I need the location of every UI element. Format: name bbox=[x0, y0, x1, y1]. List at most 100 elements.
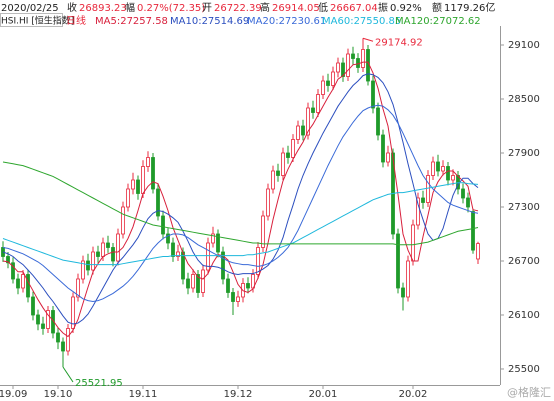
candle-body bbox=[301, 125, 305, 136]
legend-entry: MA120:27072.62 bbox=[395, 16, 481, 27]
header-item: 振 0.92% bbox=[378, 1, 422, 14]
watermark: @格隆汇 bbox=[507, 385, 551, 399]
candle-body bbox=[416, 197, 420, 226]
candle-body bbox=[161, 215, 165, 235]
header-value: 26667.04 bbox=[330, 3, 378, 14]
header-label: 高 bbox=[260, 1, 270, 14]
candle-body bbox=[6, 256, 10, 264]
header-item: 额 1179.26亿 bbox=[432, 1, 495, 14]
candle-body bbox=[441, 166, 445, 172]
candle-body bbox=[431, 161, 435, 176]
max-pointer bbox=[362, 37, 374, 42]
header-item: 收 26893.23 bbox=[67, 1, 127, 14]
candle-body bbox=[176, 251, 180, 257]
candle-body bbox=[76, 278, 80, 298]
candle-body bbox=[186, 278, 190, 289]
candle-body bbox=[396, 233, 400, 289]
candle-body bbox=[276, 170, 280, 176]
header-value: 0.92% bbox=[390, 3, 422, 14]
candle-body bbox=[151, 157, 155, 190]
candle-body bbox=[86, 260, 90, 271]
candle-body bbox=[46, 310, 50, 329]
candle-body bbox=[136, 179, 140, 194]
candle-body bbox=[351, 53, 355, 59]
x-tick-label: 19.12 bbox=[224, 389, 253, 400]
candle-body bbox=[231, 292, 235, 302]
ma-line bbox=[2, 104, 479, 302]
candle-body bbox=[166, 233, 170, 244]
header-value: 26893.23 bbox=[79, 3, 127, 14]
candle-body bbox=[336, 62, 340, 73]
min-pointer bbox=[62, 366, 74, 383]
candle-body bbox=[106, 242, 110, 248]
candle-body bbox=[116, 233, 120, 262]
header-label: 额 bbox=[432, 1, 442, 14]
candle-body bbox=[296, 125, 300, 140]
max-label: 29174.92 bbox=[375, 37, 423, 48]
candle-body bbox=[466, 197, 470, 208]
candle-body bbox=[326, 80, 330, 86]
candle-body bbox=[461, 188, 465, 199]
header-item: 2020/02/25 bbox=[1, 3, 59, 14]
candle-body bbox=[406, 260, 410, 298]
candle-body bbox=[411, 224, 415, 262]
candle-body bbox=[71, 296, 75, 329]
candle-body bbox=[26, 274, 30, 298]
symbol: HSI.HI [恒生指数] bbox=[1, 15, 74, 27]
candle-body bbox=[221, 251, 225, 280]
candle-body bbox=[266, 188, 270, 217]
x-tick-label: 20.02 bbox=[399, 389, 428, 400]
candle-body bbox=[376, 107, 380, 136]
candle-body bbox=[446, 166, 450, 181]
y-tick-label: 27300 bbox=[508, 202, 540, 213]
ma-line bbox=[2, 161, 479, 246]
header-item: 高 26914.05 bbox=[260, 1, 320, 14]
candle-body bbox=[131, 179, 135, 190]
candle-body bbox=[341, 62, 345, 77]
candle-body bbox=[211, 233, 215, 244]
candle-body bbox=[216, 233, 220, 253]
ma-line bbox=[2, 182, 479, 266]
legend-entry: MA60:27550.85 bbox=[322, 16, 401, 27]
x-tick-label: 19.10 bbox=[44, 389, 73, 400]
y-tick-label: 28500 bbox=[508, 94, 540, 105]
legend-entry: MA5:27257.58 bbox=[95, 16, 168, 27]
candle-body bbox=[246, 283, 250, 289]
y-tick-label: 29100 bbox=[508, 40, 540, 51]
candle-body bbox=[426, 175, 430, 203]
candle-body bbox=[111, 247, 115, 262]
header-label: 2020/02/25 bbox=[1, 3, 59, 14]
candle-body bbox=[421, 197, 425, 203]
header-label: 振 bbox=[378, 1, 388, 14]
candle-body bbox=[261, 215, 265, 248]
header-item: 开 26722.39 bbox=[202, 3, 262, 14]
header-value: 0.27%(72.35) bbox=[137, 3, 205, 14]
candle-body bbox=[386, 152, 390, 163]
candle-body bbox=[471, 211, 475, 251]
candle-body bbox=[476, 243, 480, 260]
candle-body bbox=[36, 314, 40, 325]
candle-body bbox=[451, 175, 455, 181]
header-value: 1179.26亿 bbox=[444, 1, 495, 14]
candle-body bbox=[281, 152, 285, 176]
candle-body bbox=[306, 107, 310, 136]
legend-entry: MA20:27230.61 bbox=[247, 16, 326, 27]
candle-body bbox=[31, 296, 35, 316]
candle-body bbox=[121, 206, 125, 235]
candle-body bbox=[291, 139, 295, 158]
candle-body bbox=[361, 49, 365, 68]
y-tick-label: 25500 bbox=[508, 364, 540, 375]
header-value: 26914.05 bbox=[272, 3, 320, 14]
candle-body bbox=[226, 278, 230, 293]
candle-body bbox=[311, 107, 315, 113]
candle-body bbox=[206, 242, 210, 271]
header-label: 开 bbox=[202, 3, 212, 14]
x-tick-label: 20.01 bbox=[309, 389, 338, 400]
header-label: 低 bbox=[318, 1, 328, 14]
candle-body bbox=[321, 80, 325, 95]
candle-body bbox=[381, 134, 385, 163]
period: 日线 bbox=[66, 14, 86, 27]
candle-body bbox=[401, 287, 405, 298]
candle-body bbox=[191, 274, 195, 289]
